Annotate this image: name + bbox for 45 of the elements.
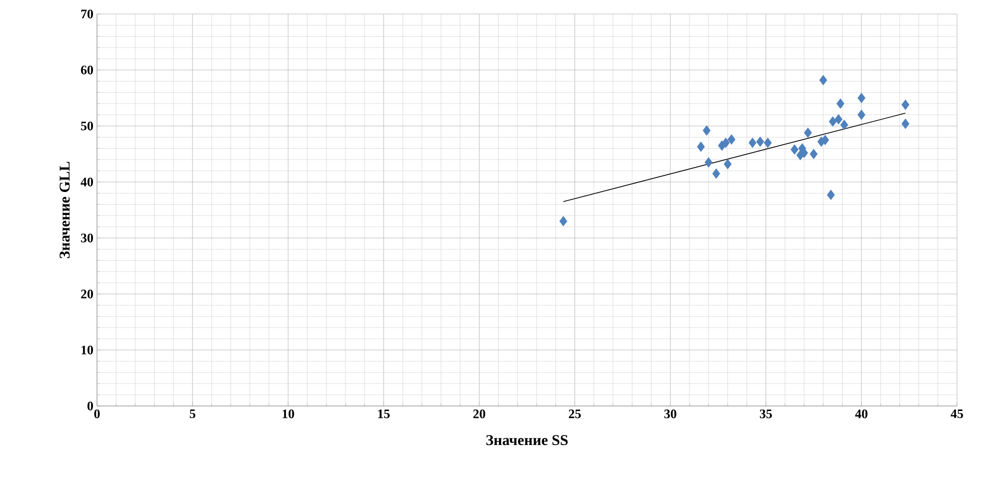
x-tick-label: 10 (282, 410, 294, 418)
point (836, 98, 844, 109)
y-tick-label: 20 (81, 290, 93, 298)
x-tick-label: 45 (950, 410, 964, 418)
x-tick-label: 15 (378, 410, 390, 418)
point (748, 138, 756, 148)
y-tick-label: 10 (82, 346, 93, 354)
y-tick-label: 40 (80, 178, 93, 186)
x-tick-label: 25 (568, 410, 581, 418)
x-tick-label: 30 (664, 410, 676, 418)
point (722, 138, 730, 148)
point (704, 157, 712, 168)
point (901, 118, 910, 129)
x-tick-label: 20 (473, 410, 486, 418)
point (826, 190, 835, 200)
x-tick-label: 40 (855, 410, 868, 418)
y-tick-label: 50 (81, 122, 93, 130)
point (834, 114, 842, 124)
x-axis-title: Значение SS (486, 435, 568, 446)
point (756, 136, 764, 147)
point (901, 100, 910, 110)
point (810, 148, 818, 160)
y-tick-label: 0 (88, 402, 93, 410)
point (790, 144, 798, 155)
point (712, 168, 720, 179)
point (840, 120, 848, 130)
point (728, 134, 736, 145)
point (764, 138, 772, 148)
point (724, 158, 732, 170)
y-axis-title: Значение GLL (60, 162, 70, 258)
y-tick-label: 70 (81, 10, 93, 18)
y-tick-label: 30 (81, 234, 93, 242)
point (858, 110, 866, 120)
point (821, 134, 830, 146)
point (804, 128, 812, 138)
x-tick-label: 0 (94, 410, 100, 418)
point (702, 125, 711, 136)
point (828, 116, 837, 127)
x-tick-label: 5 (190, 410, 196, 418)
point (559, 216, 568, 226)
point (858, 92, 866, 104)
x-tick-label: 35 (760, 410, 772, 418)
y-tick-label: 60 (80, 66, 93, 74)
point (696, 142, 705, 152)
point (819, 74, 828, 86)
